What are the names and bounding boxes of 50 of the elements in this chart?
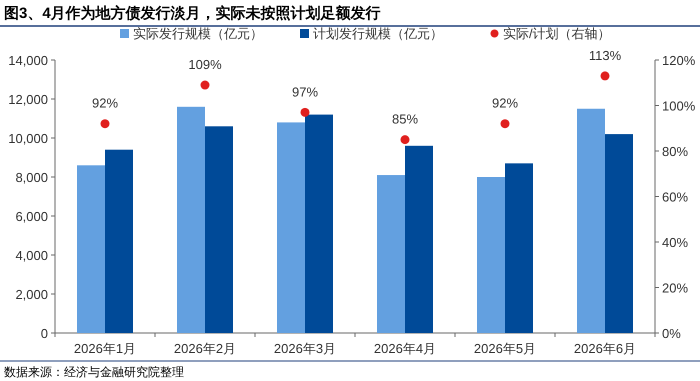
x-tick-label: 2026年2月 — [174, 341, 236, 356]
bar — [105, 150, 133, 333]
data-label: 85% — [392, 112, 418, 127]
y2-tick-label: 0% — [662, 326, 682, 341]
bar — [77, 165, 105, 333]
bar — [305, 114, 333, 333]
y2-tick-label: 80% — [662, 144, 688, 159]
y2-tick-label: 120% — [662, 53, 696, 68]
data-label: 109% — [188, 57, 222, 72]
legend-label: 实际/计划（右轴） — [503, 26, 611, 41]
source-note: 数据来源：经济与金融研究院整理 — [4, 365, 184, 379]
point — [300, 108, 310, 117]
y2-tick-label: 20% — [662, 280, 688, 296]
data-label: 92% — [92, 96, 118, 111]
bar — [405, 146, 433, 333]
y-tick-label: 8,000 — [15, 170, 48, 185]
bar — [377, 175, 405, 333]
bar — [577, 108, 605, 333]
x-tick-label: 2026年5月 — [474, 341, 536, 356]
y-tick-label: 10,000 — [8, 131, 48, 146]
y-tick-label: 14,000 — [8, 53, 48, 68]
y-tick-label: 2,000 — [15, 287, 48, 302]
y-tick-label: 0 — [40, 326, 48, 341]
point — [500, 119, 510, 128]
point — [600, 71, 610, 80]
legend-label: 计划发行规模（亿元） — [313, 26, 443, 41]
point — [400, 135, 410, 144]
point — [100, 119, 110, 128]
chart-title: 图3、4月作为地方债发行淡月，实际未按照计划足额发行 — [4, 4, 381, 22]
data-label: 97% — [292, 84, 318, 100]
y2-tick-label: 60% — [662, 190, 688, 204]
point — [200, 80, 210, 90]
bar — [277, 122, 305, 333]
x-tick-label: 2026年6月 — [574, 341, 636, 356]
x-tick-label: 2026年4月 — [374, 341, 436, 356]
bar — [605, 134, 633, 333]
x-tick-label: 2026年1月 — [74, 341, 136, 356]
y-tick-label: 6,000 — [15, 209, 48, 224]
y-tick-label: 4,000 — [15, 248, 48, 263]
bar — [205, 126, 233, 333]
data-label: 92% — [492, 96, 518, 111]
y2-tick-label: 100% — [662, 98, 696, 114]
bar — [177, 106, 205, 333]
bar — [477, 177, 505, 333]
legend-label: 实际发行规模（亿元） — [133, 26, 263, 41]
data-label: 113% — [588, 48, 622, 63]
bar — [505, 163, 533, 333]
x-tick-label: 2026年3月 — [274, 341, 336, 356]
y2-tick-label: 40% — [662, 235, 688, 250]
y-tick-label: 12,000 — [8, 92, 48, 107]
